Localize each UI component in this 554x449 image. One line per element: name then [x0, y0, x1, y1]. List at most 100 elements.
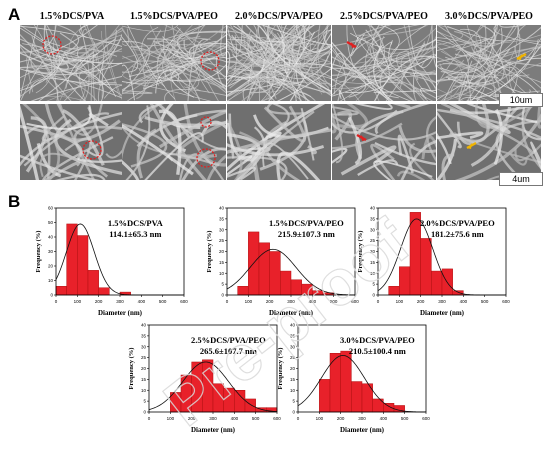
defect-circle-marker	[42, 35, 62, 55]
histogram-1: 0 100 200 300 400 500 600 0 10 20 30 40 50 60 Diameter…	[28, 204, 190, 325]
x-tick-label: 500	[252, 416, 260, 421]
y-tick-label: 10	[219, 271, 225, 276]
y-tick-label: 35	[290, 333, 296, 338]
y-tick-label: 5	[143, 399, 146, 404]
sem-image-r2-c5	[437, 104, 541, 180]
x-tick-label: 100	[316, 416, 324, 421]
x-tick-label: 500	[159, 299, 167, 304]
y-axis-label: Frequency (%)	[128, 348, 135, 390]
histogram-bar	[388, 286, 400, 296]
histogram-bar	[351, 381, 363, 413]
x-tick-label: 200	[417, 299, 425, 304]
y-tick-label: 40	[48, 235, 54, 240]
histogram-bar	[301, 283, 313, 296]
y-tick-label: 0	[372, 293, 375, 298]
histogram-bar	[180, 374, 192, 413]
x-tick-label: 400	[309, 299, 317, 304]
chart-subtitle: 215.9±107.3 nm	[278, 229, 335, 239]
histogram-4: 0 100 200 300 400 500 600 0 5 10 15 20 25 30 35 40 Diame…	[121, 321, 283, 442]
histogram-bar	[452, 290, 464, 296]
histogram-bar	[237, 286, 249, 296]
y-tick-label: 0	[221, 293, 224, 298]
y-tick-label: 0	[143, 410, 146, 415]
sem-image-r2-c1	[20, 104, 124, 180]
sem-column-label-1: 1.5%DCS/PVA	[39, 11, 105, 22]
x-tick-label: 600	[422, 416, 430, 421]
fit-curve	[226, 248, 356, 296]
chart-subtitle: 265.6±107.7 nm	[200, 346, 257, 356]
y-tick-label: 10	[290, 388, 296, 393]
x-axis-label: Diameter (nm)	[191, 426, 236, 434]
x-tick-label: 0	[55, 299, 58, 304]
histogram-bar	[212, 383, 224, 413]
x-tick-label: 400	[138, 299, 146, 304]
histogram-bar	[191, 361, 203, 413]
y-tick-label: 15	[290, 377, 296, 382]
x-tick-label: 500	[481, 299, 489, 304]
histogram-bar	[280, 270, 292, 296]
x-tick-label: 600	[351, 299, 359, 304]
defect-circle-marker	[200, 116, 212, 128]
y-tick-label: 5	[221, 282, 224, 287]
sem-image-r1-c1	[20, 25, 124, 101]
y-tick-label: 20	[141, 366, 147, 371]
y-tick-label: 25	[141, 355, 147, 360]
histogram-bar	[202, 359, 214, 413]
y-tick-label: 20	[48, 264, 54, 269]
y-tick-label: 35	[219, 216, 225, 221]
sem-image-r1-c3	[227, 25, 331, 101]
defect-circle-marker	[196, 148, 216, 168]
y-axis-label: Frequency (%)	[277, 348, 284, 390]
y-tick-label: 10	[48, 278, 54, 283]
histogram-5: 0 100 200 300 400 500 600 0 5 10 15 20 25 30 35 40 Diame…	[270, 321, 432, 442]
y-tick-label: 10	[370, 271, 376, 276]
sem-column-label-4: 2.5%DCS/PVA/PEO	[340, 11, 428, 22]
x-tick-label: 600	[502, 299, 510, 304]
arrow-head	[351, 42, 356, 48]
y-tick-label: 40	[141, 323, 147, 328]
histogram-bar	[431, 270, 443, 296]
y-tick-label: 20	[370, 249, 376, 254]
x-tick-label: 100	[167, 416, 175, 421]
histogram-bar	[420, 238, 432, 296]
y-tick-label: 30	[290, 344, 296, 349]
histogram-bar	[319, 379, 331, 413]
histogram-bar	[234, 390, 246, 413]
chart-subtitle: 114.1±65.3 nm	[109, 229, 161, 239]
x-tick-label: 0	[226, 299, 229, 304]
y-tick-label: 35	[370, 216, 376, 221]
x-tick-label: 500	[401, 416, 409, 421]
x-tick-label: 400	[231, 416, 239, 421]
x-tick-label: 400	[380, 416, 388, 421]
y-tick-label: 25	[370, 238, 376, 243]
chart-title: 1.5%DCS/PVA	[108, 218, 164, 228]
sem-image-r1-c4	[332, 25, 436, 101]
x-axis-label: Diameter (nm)	[98, 309, 143, 317]
defect-circle-marker	[200, 51, 220, 71]
y-tick-label: 20	[290, 366, 296, 371]
x-axis-label: Diameter (nm)	[420, 309, 465, 317]
histogram-bar	[55, 286, 67, 296]
histogram-3: 0 100 200 300 400 500 600 0 5 10 15 20 25 30 35 40 Diame…	[350, 204, 512, 325]
sem-image-r1-c5	[437, 25, 541, 101]
sem-column-label-2: 1.5%DCS/PVA/PEO	[130, 11, 218, 22]
sem-image-r1-c2	[122, 25, 226, 101]
chart-title: 3.0%DCS/PVA/PEO	[340, 335, 415, 345]
x-axis-label: Diameter (nm)	[340, 426, 385, 434]
sem-image-r2-c2	[122, 104, 226, 180]
histogram-bar	[329, 353, 341, 413]
fit-curve	[148, 361, 278, 412]
y-tick-label: 15	[370, 260, 376, 265]
sem-column-label-5: 3.0%DCS/PVA/PEO	[445, 11, 533, 22]
chart-subtitle: 210.5±100.4 nm	[349, 346, 406, 356]
chart-title: 2.5%DCS/PVA/PEO	[191, 335, 266, 345]
x-tick-label: 500	[330, 299, 338, 304]
x-tick-label: 300	[287, 299, 295, 304]
y-tick-label: 30	[219, 227, 225, 232]
y-tick-label: 35	[141, 333, 147, 338]
x-tick-label: 400	[460, 299, 468, 304]
y-tick-label: 10	[141, 388, 147, 393]
y-axis-label: Frequency (%)	[35, 231, 42, 273]
y-tick-label: 25	[290, 355, 296, 360]
y-tick-label: 15	[141, 377, 147, 382]
